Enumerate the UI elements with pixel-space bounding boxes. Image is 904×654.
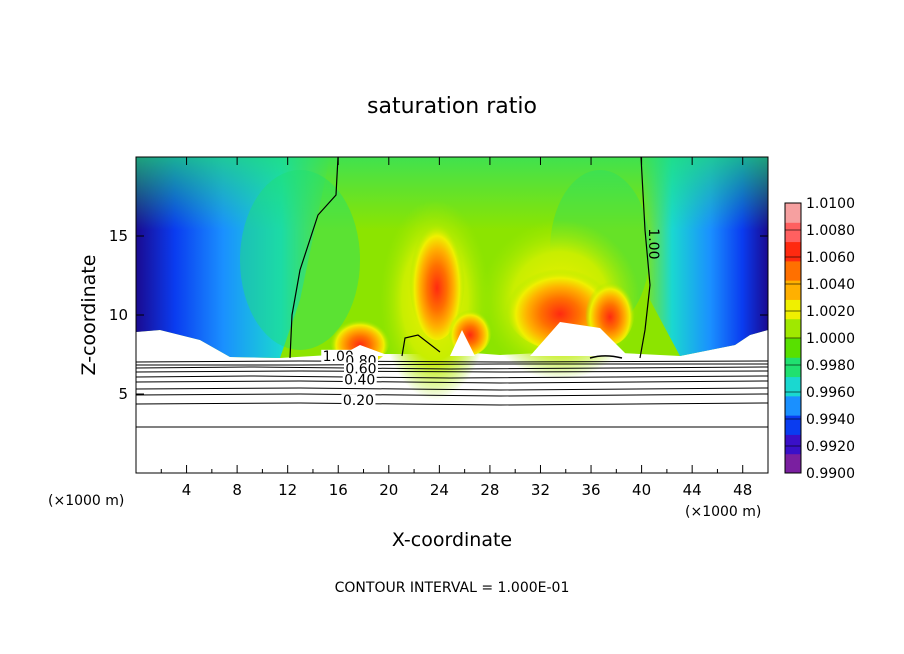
colorbar-swatch	[785, 299, 801, 320]
x-tick-label: 16	[329, 481, 348, 499]
colorbar-tick-label: 1.0020	[806, 304, 855, 320]
contour-labels: 1.001.000.800.600.400.20	[321, 228, 661, 409]
colorbar-swatch	[785, 222, 801, 243]
colorbar-swatch	[785, 338, 801, 358]
colorbar-tick-label: 1.0100	[806, 196, 855, 212]
x-tick-label: 20	[379, 481, 398, 499]
contour-label: 0.60	[345, 361, 376, 377]
colorbar-labels: 1.0100 1.0080 1.0060 1.0040 1.0020 1.0000 0.99…	[785, 196, 855, 482]
y-tick-label: 5	[118, 385, 128, 403]
colorbar-tick-label: 0.9980	[806, 358, 855, 374]
colorbar-tick-label: 0.9920	[806, 439, 855, 455]
colorbar-swatch	[785, 434, 801, 455]
colorbar-swatch	[785, 453, 801, 474]
colorbar-tick-label: 0.9940	[806, 412, 855, 428]
y-axis-ticks: 5 10 15	[109, 227, 768, 403]
colorbar-tick-label: 1.0000	[806, 331, 855, 347]
contour-label: 0.40	[344, 373, 375, 389]
x-tick-label: 12	[278, 481, 297, 499]
y-tick-label: 10	[109, 306, 128, 324]
x-tick-label: 36	[581, 481, 600, 499]
colorbar-swatch	[785, 318, 801, 339]
contour-line-right	[639, 157, 651, 359]
colorbar-swatch	[785, 415, 801, 435]
x-tick-label: 28	[480, 481, 499, 499]
contour-label: 1.00	[645, 228, 661, 259]
colorbar-tick-label: 1.0080	[806, 223, 855, 239]
x-axis-unit-left: (×1000 m)	[48, 493, 124, 509]
x-tick-label: 24	[430, 481, 449, 499]
colorbar-swatch	[785, 357, 801, 378]
colorbar-swatch	[785, 241, 801, 262]
contour-label-bg	[342, 373, 377, 387]
y-axis-label: Z-coordinate	[78, 255, 100, 376]
contour-interval-note: CONTOUR INTERVAL = 1.000E-01	[335, 580, 570, 596]
colorbar-tick-label: 1.0060	[806, 250, 855, 266]
colorbar-tick-label: 1.0040	[806, 277, 855, 293]
heatmap-field	[136, 157, 768, 473]
colorbar-tick-label: 0.9900	[806, 466, 855, 482]
x-axis-label: X-coordinate	[392, 529, 512, 551]
x-tick-label: 44	[683, 481, 702, 499]
y-tick-label: 15	[109, 227, 128, 245]
x-tick-label: 4	[182, 481, 192, 499]
colorbar-swatch	[785, 395, 801, 416]
x-tick-label: 48	[733, 481, 752, 499]
contour-line-left	[289, 157, 339, 359]
colorbar-swatch	[785, 260, 801, 281]
x-axis-ticks: 4 8 12 16 20 24 28 32 36 40 44 48	[160, 157, 752, 499]
contour-label: 0.20	[343, 393, 374, 409]
chart-title: saturation ratio	[367, 94, 537, 119]
x-tick-label: 8	[232, 481, 242, 499]
colorbar-swatch	[785, 376, 801, 397]
colorbar-tick-label: 0.9960	[806, 385, 855, 401]
contour-label-bg	[343, 362, 378, 376]
colorbar-swatch	[785, 280, 801, 300]
x-tick-label: 32	[531, 481, 550, 499]
x-tick-label: 40	[632, 481, 651, 499]
contour-label-bg	[341, 394, 376, 408]
colorbar-swatch	[785, 203, 801, 223]
x-axis-unit-right: (×1000 m)	[685, 504, 761, 520]
